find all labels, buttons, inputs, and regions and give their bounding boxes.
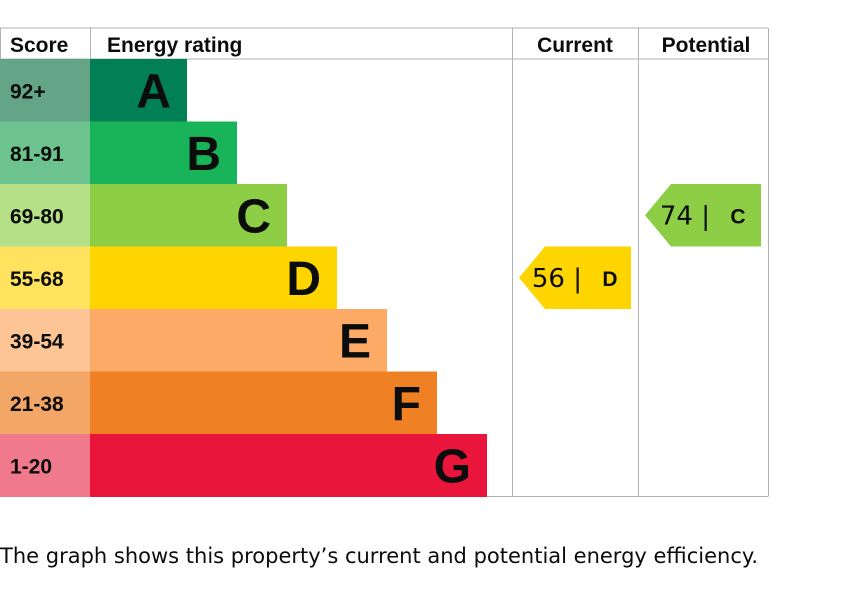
header-energy-rating: Energy rating xyxy=(107,34,242,57)
band-letter-a: A xyxy=(136,65,171,118)
score-cell-e xyxy=(0,309,90,372)
header-current: Current xyxy=(537,34,613,57)
potential-rating-letter: C xyxy=(730,205,745,228)
band-letter-g: G xyxy=(434,440,471,493)
current-rating-letter: D xyxy=(602,268,617,291)
chart-caption: The graph shows this property’s current … xyxy=(0,544,758,568)
score-cell-f xyxy=(0,371,90,435)
band-bar-d xyxy=(90,246,337,310)
band-bar-g xyxy=(90,434,487,497)
band-letter-d: D xyxy=(286,253,321,306)
band-bar-b xyxy=(90,121,237,185)
score-cell-b xyxy=(0,121,90,185)
header-potential: Potential xyxy=(662,34,751,57)
score-cell-c xyxy=(0,184,90,247)
current-rating-arrow xyxy=(519,246,631,309)
band-letter-f: F xyxy=(392,378,421,431)
band-bar-c xyxy=(90,184,287,247)
score-range-g: 1-20 xyxy=(10,455,52,478)
header-score: Score xyxy=(10,34,68,57)
score-range-f: 21-38 xyxy=(10,393,64,416)
score-cell-g xyxy=(0,434,90,497)
score-range-c: 69-80 xyxy=(10,205,64,228)
score-range-a: 92+ xyxy=(10,80,46,103)
rating-bands: 92+ A 81-91 B 69-80 C 55-68 D 39-54 E 21-38 F 1-20 G xyxy=(0,59,487,497)
band-letter-b: B xyxy=(186,128,221,181)
band-bar-f xyxy=(90,371,437,435)
potential-rating-score: 74 | xyxy=(660,201,710,231)
epc-chart: Score Energy rating Current Potential 92… xyxy=(0,27,769,497)
score-range-d: 55-68 xyxy=(10,268,64,291)
score-range-e: 39-54 xyxy=(10,330,64,353)
chart-header: Score Energy rating Current Potential xyxy=(10,34,750,57)
band-letter-c: C xyxy=(236,190,271,243)
potential-rating-arrow xyxy=(645,184,761,247)
band-bar-e xyxy=(90,309,387,372)
current-rating-score: 56 | xyxy=(532,264,582,294)
score-cell-a xyxy=(0,59,90,122)
score-range-b: 81-91 xyxy=(10,143,64,166)
band-letter-e: E xyxy=(339,315,371,368)
score-cell-d xyxy=(0,246,90,310)
band-bar-a xyxy=(90,59,187,122)
rating-markers: 56 | D 74 | C xyxy=(519,184,761,309)
